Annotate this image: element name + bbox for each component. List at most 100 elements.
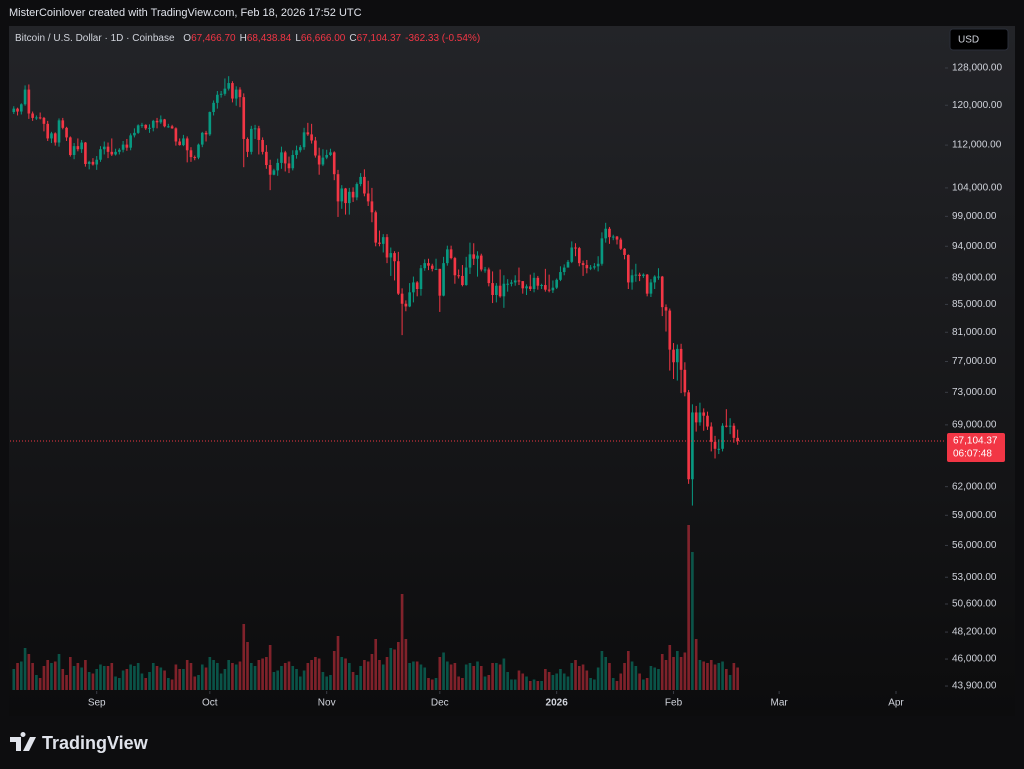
- volume-bar: [709, 660, 713, 690]
- volume-bar: [84, 660, 87, 690]
- candle-body: [249, 128, 253, 152]
- volume-bar: [12, 669, 16, 690]
- volume-bar: [555, 673, 558, 690]
- volume-bar: [53, 661, 57, 690]
- volume-bar: [389, 648, 393, 690]
- volume-bar: [163, 670, 166, 690]
- volume-bar: [246, 642, 249, 690]
- candle-body: [80, 142, 83, 150]
- candle-body: [453, 258, 457, 276]
- volume-bar: [31, 663, 34, 690]
- candle-body: [306, 132, 310, 135]
- volume-bar: [238, 661, 242, 690]
- candle-body: [53, 133, 57, 143]
- volume-bar: [691, 552, 694, 690]
- volume-bar: [423, 667, 427, 690]
- volume-bar: [227, 660, 230, 690]
- y-tick-label: 77,000.00: [952, 356, 997, 367]
- x-tick-label: Dec: [431, 698, 449, 709]
- volume-bar: [657, 669, 660, 690]
- volume-bar: [521, 673, 525, 690]
- volume-bar: [446, 661, 449, 690]
- x-tick-label: Mar: [770, 698, 788, 709]
- volume-bar: [363, 660, 366, 690]
- y-tick-label: 89,000.00: [952, 273, 997, 284]
- candle-body: [238, 89, 242, 98]
- volume-bar: [72, 666, 76, 690]
- candle-body: [449, 249, 453, 259]
- candle-body: [163, 119, 166, 127]
- candle-body: [649, 282, 653, 294]
- candle-body: [525, 286, 528, 289]
- candle-body: [675, 348, 679, 363]
- candle-body: [427, 263, 430, 266]
- legend-key: C: [349, 33, 356, 44]
- candle-body: [321, 157, 325, 165]
- volume-bar: [476, 661, 479, 690]
- candle-body: [593, 266, 596, 268]
- volume-bar: [577, 666, 581, 690]
- volume-bar: [16, 663, 19, 690]
- volume-bar: [532, 679, 536, 690]
- candle-body: [638, 274, 641, 276]
- volume-bar: [457, 676, 460, 690]
- candle-body: [276, 162, 280, 171]
- y-tick-label: 59,000.00: [952, 510, 997, 521]
- candle-body: [532, 277, 536, 290]
- volume-bar: [151, 663, 155, 690]
- volume-bar: [615, 681, 619, 690]
- volume-bar: [366, 661, 370, 690]
- volume-bar: [340, 657, 344, 690]
- volume-bar: [536, 681, 540, 690]
- candle-body: [608, 228, 611, 238]
- brand-name: TradingView: [42, 733, 149, 753]
- volume-bar: [204, 667, 208, 690]
- x-tick-label: Apr: [888, 698, 904, 709]
- volume-bar: [600, 651, 604, 690]
- candle-body: [672, 349, 675, 363]
- currency-button[interactable]: [949, 28, 1009, 51]
- volume-bar: [167, 678, 170, 690]
- candle-body: [623, 248, 626, 255]
- candle-body: [442, 263, 445, 296]
- chart-pane: [9, 26, 1015, 716]
- candle-body: [566, 261, 570, 268]
- candle-body: [234, 89, 238, 99]
- volume-bar: [683, 652, 687, 690]
- volume-bar: [170, 679, 174, 690]
- brand-logo: [10, 732, 36, 751]
- candle-body: [366, 193, 370, 202]
- candle-body: [200, 132, 204, 145]
- candle-body: [461, 275, 464, 286]
- candle-body: [668, 310, 672, 350]
- volume-bar: [702, 661, 706, 690]
- volume-bar: [559, 669, 562, 690]
- volume-bar: [155, 666, 159, 690]
- candle-body: [536, 277, 540, 286]
- volume-bar: [291, 666, 295, 690]
- volume-bar: [544, 669, 547, 690]
- candle-body: [694, 412, 698, 423]
- volume-bar: [336, 636, 340, 690]
- candle-body: [219, 93, 223, 95]
- candle-body: [185, 138, 189, 151]
- candle-body: [84, 142, 87, 164]
- candle-body: [430, 265, 434, 269]
- volume-bar: [736, 667, 739, 690]
- volume-bar: [42, 666, 46, 690]
- legend-key: O: [183, 33, 191, 44]
- candle-body: [283, 152, 287, 164]
- candle-body: [540, 285, 543, 287]
- candle-body: [698, 412, 702, 423]
- currency-label[interactable]: USD: [958, 35, 979, 46]
- volume-bar: [449, 664, 453, 690]
- candle-body: [302, 132, 306, 148]
- volume-bar: [23, 648, 27, 690]
- candle-body: [562, 267, 566, 273]
- y-tick-label: 56,000.00: [952, 540, 997, 551]
- x-tick-label: Sep: [88, 698, 106, 709]
- volume-bar: [121, 670, 125, 690]
- volume-bar: [325, 676, 329, 690]
- candle-body: [725, 425, 728, 427]
- candle-body: [642, 274, 645, 276]
